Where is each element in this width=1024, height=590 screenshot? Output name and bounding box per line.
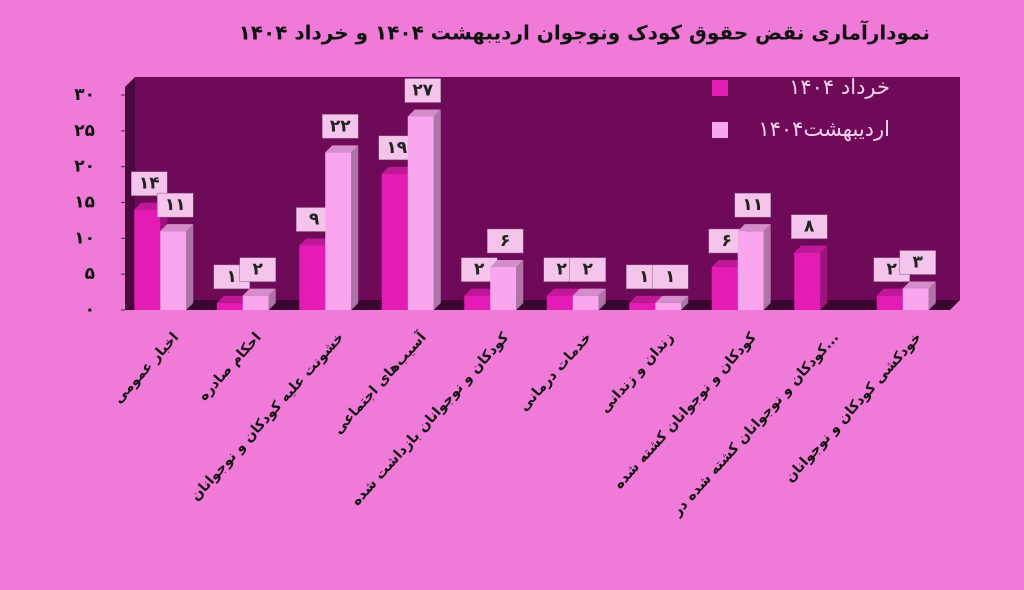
bar-top bbox=[794, 245, 828, 253]
value-label: ۹ bbox=[309, 210, 320, 230]
bar-top bbox=[464, 288, 498, 296]
value-label-box bbox=[404, 78, 441, 103]
chart-title: نمودارآماری نقض حقوق کودک ونوجوان اردیبه… bbox=[239, 20, 930, 45]
bar-side bbox=[598, 288, 606, 310]
legend-swatch bbox=[712, 80, 728, 96]
bar-top bbox=[572, 288, 606, 296]
bar-side bbox=[763, 224, 771, 310]
value-label: ۲۲ bbox=[330, 116, 351, 136]
bar-top bbox=[711, 260, 745, 267]
bar bbox=[490, 267, 517, 310]
value-label: ۱۱ bbox=[165, 195, 186, 215]
value-label: ۲ bbox=[557, 260, 568, 280]
bar bbox=[134, 209, 161, 310]
y-tick-label: ۲۰ bbox=[74, 157, 95, 177]
bar-side bbox=[433, 109, 441, 310]
bar-top bbox=[490, 260, 524, 267]
bar-side bbox=[681, 295, 689, 310]
value-label: ۸ bbox=[804, 217, 815, 237]
value-label-box bbox=[734, 192, 771, 218]
y-tick-label: ۵ bbox=[85, 264, 95, 284]
value-label: ۱۴ bbox=[139, 174, 160, 194]
bar bbox=[242, 295, 269, 310]
y-tick-label: ۱۵ bbox=[74, 193, 95, 213]
bar bbox=[407, 116, 434, 310]
bar bbox=[711, 267, 738, 310]
y-tick-label: ۰ bbox=[85, 300, 95, 320]
bar bbox=[655, 302, 682, 310]
bar-top bbox=[407, 109, 441, 117]
bar bbox=[381, 173, 408, 310]
value-label-box bbox=[487, 228, 524, 254]
value-label-box bbox=[157, 192, 194, 218]
bar bbox=[464, 295, 491, 310]
value-label: ۲ bbox=[474, 260, 485, 280]
bar-top bbox=[629, 295, 663, 303]
value-label-box bbox=[652, 264, 689, 290]
bar-top bbox=[325, 145, 359, 153]
y-tick-label: ۱۰ bbox=[74, 228, 95, 248]
bar-top bbox=[160, 224, 194, 232]
bar bbox=[325, 152, 352, 310]
bar-top bbox=[902, 281, 936, 289]
bar bbox=[572, 295, 599, 310]
bar-side bbox=[516, 260, 524, 310]
value-label-box bbox=[131, 171, 168, 196]
bar bbox=[902, 288, 929, 310]
bar bbox=[299, 245, 326, 310]
bar-top bbox=[242, 288, 276, 296]
bar-top bbox=[876, 288, 910, 296]
plot-side bbox=[125, 77, 135, 310]
bar-side bbox=[820, 245, 828, 310]
value-label: ۱۹ bbox=[386, 138, 407, 158]
legend-swatch bbox=[712, 122, 728, 138]
value-label: ۲ bbox=[887, 260, 898, 280]
bar-top bbox=[216, 295, 250, 303]
bar-side bbox=[268, 288, 276, 310]
bar bbox=[737, 231, 764, 310]
value-label-box bbox=[899, 250, 936, 275]
bar bbox=[160, 231, 187, 310]
bar-top bbox=[299, 238, 333, 246]
bar-side bbox=[186, 224, 194, 310]
value-label: ۲۷ bbox=[412, 81, 433, 101]
value-label-box bbox=[791, 214, 828, 239]
bar-side bbox=[351, 145, 359, 310]
bar-top bbox=[381, 166, 415, 174]
y-tick-label: ۲۵ bbox=[74, 121, 95, 141]
bar-top bbox=[737, 224, 771, 232]
value-label: ۱ bbox=[639, 267, 649, 287]
value-label: ۳ bbox=[913, 253, 924, 273]
value-label: ۲ bbox=[583, 260, 594, 280]
bar-top bbox=[655, 295, 689, 303]
legend-label: خرداد ۱۴۰۴ bbox=[789, 75, 890, 99]
y-tick-label: ۳۰ bbox=[74, 85, 95, 105]
bar bbox=[876, 295, 903, 310]
value-label: ۶ bbox=[722, 231, 732, 251]
value-label: ۲ bbox=[253, 260, 264, 280]
bar bbox=[546, 295, 573, 310]
value-label: ۶ bbox=[500, 231, 510, 251]
value-label: ۱ bbox=[665, 267, 675, 287]
value-label-box bbox=[569, 257, 606, 282]
bar-top bbox=[546, 288, 580, 296]
bar bbox=[629, 302, 656, 310]
bar bbox=[794, 252, 821, 310]
bar-side bbox=[928, 281, 936, 310]
value-label: ۱ bbox=[227, 267, 237, 287]
value-label-box bbox=[322, 114, 359, 139]
value-label: ۱۱ bbox=[742, 195, 763, 215]
value-label-box bbox=[239, 257, 276, 282]
legend-label: اردیبهشت۱۴۰۴ bbox=[758, 117, 890, 141]
bar bbox=[216, 302, 243, 310]
